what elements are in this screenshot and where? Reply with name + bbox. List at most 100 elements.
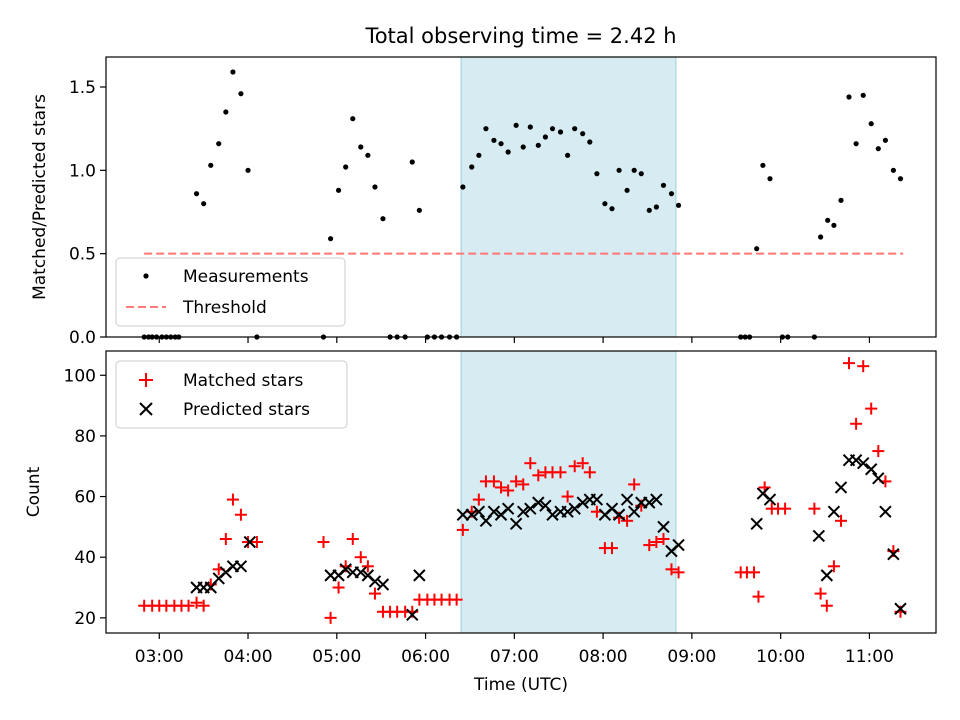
bottom-plot-frame	[105, 350, 937, 634]
measurement-point	[350, 116, 356, 122]
y-tick-label: 60	[74, 488, 96, 508]
x-tick-label: 04:00	[224, 647, 273, 667]
x-axis-label: Time (UTC)	[473, 675, 568, 695]
matched-star-point	[605, 542, 618, 555]
predicted-star-point	[234, 560, 248, 573]
y-tick-label: 40	[74, 548, 96, 568]
top-y-axis-label: Matched/Predicted stars	[30, 94, 50, 300]
matched-star-point	[456, 523, 469, 536]
matched-star-point	[808, 502, 821, 515]
predicted-star-point	[672, 538, 685, 552]
matched-star-point	[650, 536, 663, 549]
figure-title: Total observing time = 2.42 h	[364, 24, 676, 48]
measurement-point	[513, 122, 519, 128]
legend-matched-marker	[139, 373, 153, 387]
predicted-star-point	[568, 502, 581, 515]
predicted-star-point	[879, 505, 892, 518]
y-tick-label: 1.5	[69, 78, 96, 98]
predicted-star-point	[456, 508, 470, 521]
matched-star-point	[576, 457, 589, 470]
predicted-star-point	[643, 496, 656, 509]
matched-star-point	[502, 484, 515, 497]
predicted-star-point	[368, 575, 382, 588]
measurement-point	[572, 126, 578, 132]
measurement-point	[767, 176, 773, 182]
predicted-star-point	[590, 493, 604, 506]
predicted-star-point	[849, 453, 863, 467]
measurement-point	[416, 207, 422, 213]
measurement-point	[520, 144, 526, 150]
measurement-point	[616, 167, 622, 173]
measurement-point	[358, 144, 364, 150]
predicted-star-point	[487, 505, 501, 518]
measurement-point	[875, 146, 881, 152]
measurement-point	[380, 216, 386, 222]
measurement-point	[631, 167, 637, 173]
shaded-interval	[460, 56, 677, 338]
predicted-star-point	[834, 481, 848, 494]
predicted-star-point	[532, 496, 545, 509]
measurement-point	[817, 234, 824, 240]
measurement-point	[527, 124, 533, 130]
measurement-point	[668, 191, 675, 197]
matched-star-point	[752, 590, 765, 603]
measurement-point	[491, 137, 497, 143]
predicted-star-point	[612, 508, 626, 521]
matched-star-point	[346, 533, 359, 545]
top-x-ticks	[158, 337, 871, 343]
measurement-point	[646, 207, 652, 213]
measurement-point	[838, 197, 844, 203]
predicted-star-point	[894, 602, 907, 615]
matched-star-point	[510, 475, 523, 488]
measurement-point	[498, 141, 504, 147]
measurement-point	[853, 141, 859, 147]
matched-star-point	[450, 593, 463, 606]
measurement-point	[660, 182, 667, 188]
predicted-star-point	[657, 520, 670, 534]
matched-star-point	[672, 566, 685, 579]
predicted-star-point	[576, 496, 589, 509]
measurement-point	[542, 134, 549, 140]
ratio-panel: 0.0 0.5 1.0 1.5 Matched/Predicted stars Mea…	[30, 56, 937, 348]
predicted-star-point	[465, 508, 478, 521]
x-tick-label: 03:00	[135, 647, 184, 667]
top-y-axis: 0.0 0.5 1.0 1.5	[69, 78, 106, 348]
predicted-star-point	[376, 578, 390, 591]
shaded-span-top	[460, 56, 677, 338]
measurement-point	[238, 91, 244, 97]
measurement-point	[754, 246, 760, 252]
predicted-star-point	[872, 472, 885, 485]
predicted-star-point	[620, 493, 634, 506]
measurement-point	[638, 171, 644, 177]
measurement-point	[476, 152, 482, 158]
predicted-star-point	[864, 463, 878, 476]
predicted-star-point	[243, 535, 257, 549]
matched-star-point	[665, 563, 678, 576]
predicted-star-point	[820, 569, 834, 582]
count-panel: 20 40 60 80 100 03:00 04:00 05:00 06:00 07:00 08:…	[24, 350, 937, 695]
matched-star-point	[843, 357, 856, 370]
matched-star-point	[361, 560, 374, 573]
matched-star-point	[779, 502, 792, 515]
measurement-point	[580, 131, 586, 137]
measurement-point	[208, 162, 214, 168]
x-tick-label: 05:00	[312, 647, 361, 667]
measurement-point	[230, 69, 236, 75]
measurement-point	[890, 167, 896, 173]
matched-star-point	[561, 490, 574, 503]
matched-star-point	[643, 539, 656, 552]
predicted-star-point	[524, 502, 537, 515]
x-tick-label: 08:00	[579, 647, 628, 667]
matched-star-point	[554, 466, 567, 479]
matched-star-point	[354, 551, 367, 564]
predicted-star-point	[517, 505, 530, 518]
measurement-point	[557, 129, 564, 135]
measurement-point	[193, 191, 200, 197]
matched-star-point	[628, 478, 641, 491]
matched-star-point	[517, 478, 530, 491]
measurement-point	[624, 187, 630, 193]
matched-star-point	[583, 466, 596, 479]
legend-predicted-label: Predicted stars	[183, 400, 310, 420]
measurement-point	[365, 152, 371, 158]
x-tick-label: 09:00	[667, 647, 716, 667]
